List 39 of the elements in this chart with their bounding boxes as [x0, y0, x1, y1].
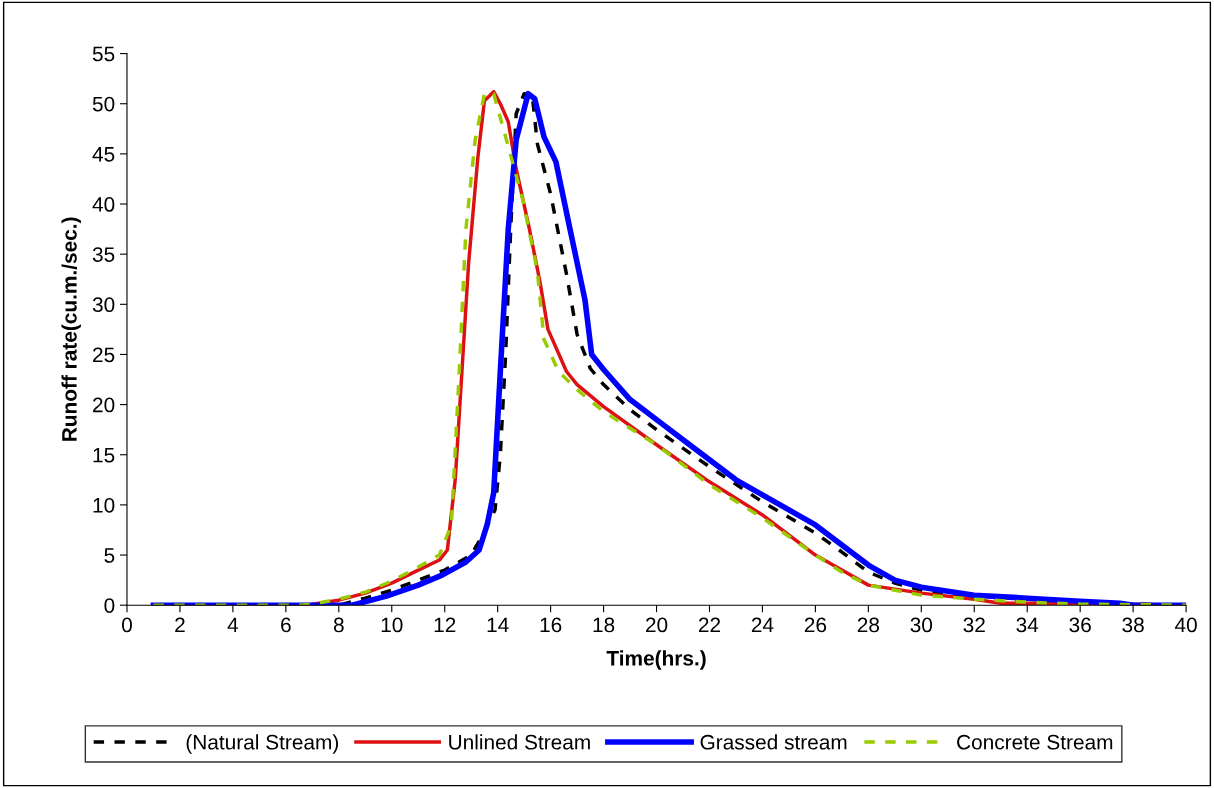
x-tick-label: 40	[1174, 617, 1197, 633]
y-tick-label: 15	[93, 447, 115, 463]
y-tick-label: 30	[92, 297, 115, 313]
x-tick-label: 0	[122, 617, 132, 633]
x-tick-label: 32	[963, 617, 985, 633]
x-tick-label: 30	[910, 617, 933, 633]
y-tick-label: 5	[104, 548, 115, 563]
x-tick-label: 4	[227, 617, 239, 633]
x-tick-label: 12	[434, 617, 456, 633]
x-tick-label: 36	[1069, 617, 1091, 633]
y-axis-title: Runoff rate(cu.m./sec.)	[61, 217, 81, 441]
x-tick-label: 2	[175, 617, 185, 633]
x-tick-label: 10	[381, 617, 403, 633]
y-tick-label: 50	[92, 96, 115, 112]
x-axis-title: Time(hrs.)	[606, 650, 706, 670]
x-tick-label: 18	[593, 617, 615, 633]
y-tick-label: 40	[92, 197, 115, 212]
y-tick-label: 35	[92, 247, 115, 262]
x-tick-label: 34	[1016, 617, 1039, 633]
x-tick-label: 38	[1122, 617, 1144, 633]
x-tick-label: 14	[487, 617, 509, 633]
legend-label: (Natural Stream)	[186, 734, 338, 754]
x-tick-label: 24	[751, 617, 774, 633]
x-tick-label: 22	[698, 617, 721, 633]
y-tick-label: 0	[104, 598, 115, 613]
y-tick-label: 25	[93, 347, 115, 363]
legend-label: Concrete Stream	[957, 734, 1113, 750]
legend-label: Unlined Stream	[449, 734, 590, 750]
x-tick-label: 20	[645, 617, 668, 633]
legend-label: Grassed stream	[700, 734, 847, 750]
y-tick-label: 55	[92, 46, 115, 62]
x-tick-label: 6	[281, 617, 291, 633]
y-tick-label: 10	[93, 497, 115, 513]
x-tick-label: 26	[804, 617, 827, 633]
x-tick-label: 16	[540, 617, 562, 633]
y-tick-label: 20	[93, 397, 115, 413]
y-tick-label: 45	[92, 147, 115, 162]
x-tick-label: 8	[333, 617, 344, 633]
x-tick-label: 28	[857, 617, 880, 633]
